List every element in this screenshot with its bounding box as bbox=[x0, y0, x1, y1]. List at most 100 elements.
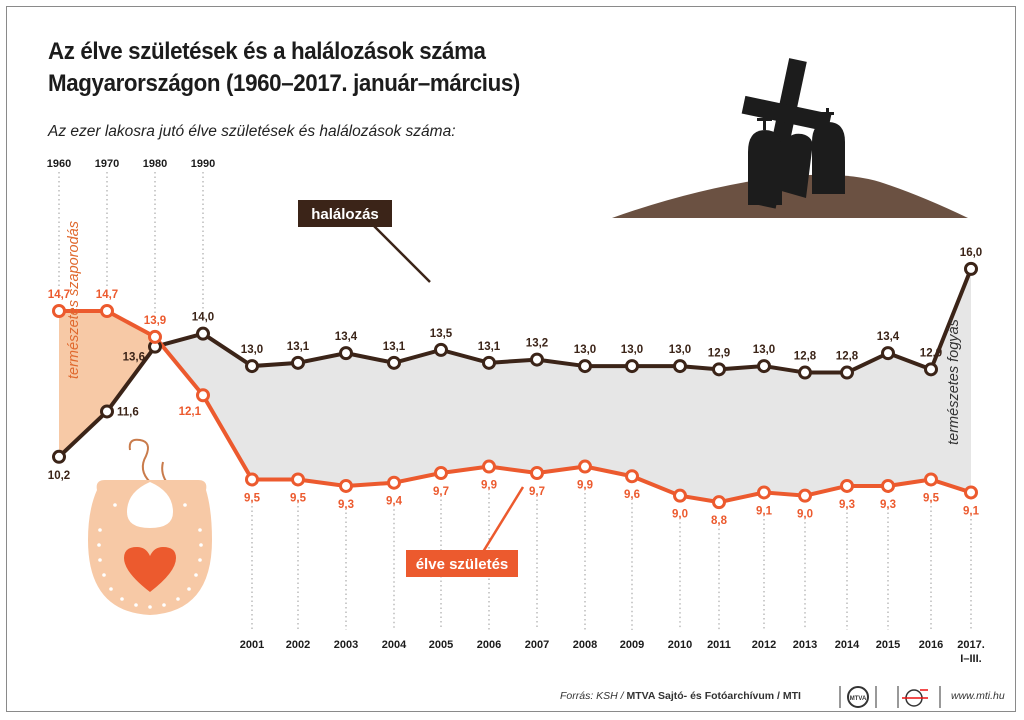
deaths-point bbox=[578, 359, 592, 374]
deaths-value-label: 14,0 bbox=[192, 312, 214, 324]
x-tick-label: 2001 bbox=[240, 639, 264, 651]
births-callout: élve születés bbox=[406, 486, 525, 577]
births-point bbox=[712, 495, 726, 510]
births-point bbox=[291, 472, 305, 487]
deaths-point bbox=[964, 261, 978, 276]
deaths-point bbox=[530, 352, 544, 367]
deaths-point bbox=[387, 355, 401, 370]
births-value-label: 9,5 bbox=[244, 492, 261, 504]
deaths-value-label: 13,4 bbox=[877, 331, 900, 343]
deaths-point bbox=[798, 365, 812, 380]
births-value-label: 9,0 bbox=[672, 509, 688, 521]
x-tick-label: 2005 bbox=[429, 639, 453, 651]
x-tick-label: 2006 bbox=[477, 639, 501, 651]
chart-title-line2: Magyarországon (1960–2017. január–márciu… bbox=[48, 70, 520, 97]
births-point bbox=[100, 304, 114, 318]
x-tick-label: 2013 bbox=[793, 639, 817, 651]
births-point bbox=[196, 388, 210, 403]
x-tick-label: 1970 bbox=[95, 158, 119, 170]
births-value-label: 9,7 bbox=[433, 486, 449, 498]
natural-decrease-area bbox=[161, 268, 971, 503]
births-point bbox=[798, 488, 812, 503]
x-tick-label: 2016 bbox=[919, 639, 943, 651]
website-url: www.mti.hu bbox=[951, 690, 1005, 702]
births-point bbox=[673, 488, 687, 503]
natural-decrease-label: természetes fogyás bbox=[946, 319, 962, 445]
deaths-point bbox=[291, 355, 305, 370]
births-point bbox=[482, 459, 496, 474]
births-value-label: 9,9 bbox=[481, 480, 497, 492]
births-point bbox=[881, 478, 895, 493]
deaths-point bbox=[673, 359, 687, 374]
deaths-value-label: 13,1 bbox=[478, 341, 501, 353]
deaths-value-label: 12,8 bbox=[794, 351, 817, 363]
deaths-point bbox=[924, 362, 938, 377]
x-tick-label: 2007 bbox=[525, 639, 549, 651]
deaths-point bbox=[100, 404, 114, 419]
x-tick-label: 2017. bbox=[957, 639, 985, 651]
births-value-label: 9,1 bbox=[963, 505, 980, 517]
births-value-label: 9,5 bbox=[290, 492, 307, 504]
x-tick-label: 2012 bbox=[752, 639, 776, 651]
deaths-value-label: 13,0 bbox=[574, 344, 596, 356]
births-point bbox=[52, 304, 66, 318]
births-value-label: 14,7 bbox=[48, 289, 70, 301]
births-point bbox=[245, 472, 259, 487]
births-value-label: 9,0 bbox=[797, 509, 813, 521]
deaths-value-label: 10,2 bbox=[48, 470, 70, 482]
births-value-label: 9,9 bbox=[577, 480, 593, 492]
births-value-label: 9,3 bbox=[880, 499, 896, 511]
x-tick-label: 2008 bbox=[573, 639, 597, 651]
natural-increase-area bbox=[59, 311, 162, 457]
deaths-value-label: 16,0 bbox=[960, 247, 982, 259]
deaths-point bbox=[52, 449, 66, 464]
x-tick-label: 1960 bbox=[47, 158, 71, 170]
x-tick-label: 2010 bbox=[668, 639, 692, 651]
deaths-point bbox=[245, 359, 259, 374]
deaths-value-label: 13,6 bbox=[123, 352, 145, 364]
svg-text:élve születés: élve születés bbox=[416, 556, 509, 573]
births-point bbox=[964, 485, 978, 500]
deaths-value-label: 12,9 bbox=[708, 347, 730, 359]
deaths-point bbox=[196, 326, 210, 341]
x-tick-label: 1990 bbox=[191, 158, 215, 170]
x-tick-label: 2003 bbox=[334, 639, 358, 651]
deaths-value-label: 13,0 bbox=[669, 344, 691, 356]
deaths-point bbox=[757, 359, 771, 374]
svg-text:MTVA: MTVA bbox=[850, 696, 867, 702]
baby-bib-illustration bbox=[88, 438, 212, 615]
deaths-point bbox=[339, 346, 353, 361]
graveyard-illustration bbox=[612, 58, 968, 218]
infographic-frame bbox=[6, 6, 1016, 712]
births-point bbox=[387, 475, 401, 490]
births-value-label: 8,8 bbox=[711, 515, 728, 527]
x-tick-label: 2011 bbox=[707, 639, 731, 651]
births-point bbox=[434, 466, 448, 480]
births-point bbox=[578, 459, 592, 474]
births-value-label: 9,4 bbox=[386, 496, 403, 508]
deaths-point bbox=[840, 365, 854, 380]
x-tick-label: 2014 bbox=[835, 639, 860, 651]
births-point bbox=[625, 469, 639, 484]
x-tick-label-line2: I–III. bbox=[960, 653, 981, 665]
births-value-label: 9,6 bbox=[624, 489, 640, 501]
deaths-value-label: 13,0 bbox=[753, 344, 775, 356]
deaths-point bbox=[482, 355, 496, 370]
deaths-value-label: 11,6 bbox=[117, 406, 139, 418]
births-value-label: 9,3 bbox=[839, 499, 855, 511]
deaths-value-label: 13,0 bbox=[621, 344, 643, 356]
births-point bbox=[757, 485, 771, 500]
natural-increase-label: természetes szaporodás bbox=[66, 221, 82, 379]
births-value-label: 9,5 bbox=[923, 492, 940, 504]
source-credit: Forrás: KSH / MTVA Sajtó- és Fotóarchívu… bbox=[560, 690, 801, 702]
x-tick-label: 1980 bbox=[143, 158, 167, 170]
births-point bbox=[924, 472, 938, 487]
births-value-label: 9,1 bbox=[756, 505, 773, 517]
chart-subtitle: Az ezer lakosra jutó élve születések és … bbox=[48, 123, 456, 140]
deaths-point bbox=[625, 359, 639, 374]
x-tick-label: 2002 bbox=[286, 639, 310, 651]
deaths-value-label: 12,8 bbox=[836, 351, 859, 363]
deaths-value-label: 12,9 bbox=[920, 347, 942, 359]
mtva-logos: MTVA bbox=[839, 686, 941, 708]
births-point bbox=[840, 478, 854, 493]
